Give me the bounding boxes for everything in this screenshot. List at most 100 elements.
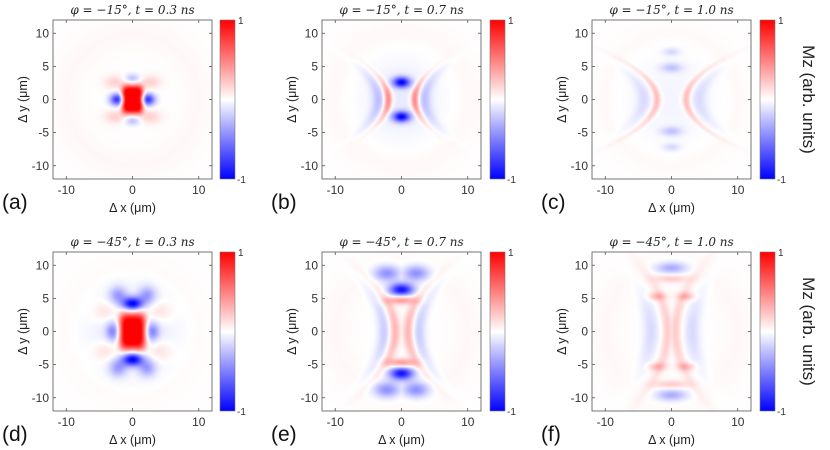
y-tick-label: 0 bbox=[311, 325, 318, 339]
colorbar bbox=[489, 19, 506, 180]
x-tick-label: 10 bbox=[731, 183, 745, 197]
x-tick-label: 0 bbox=[668, 415, 675, 429]
panel-title: φ = −15°, t = 0.3 ns bbox=[70, 3, 194, 17]
panel-title: φ = −45°, t = 1.0 ns bbox=[609, 235, 733, 249]
y-tick-label: -5 bbox=[38, 358, 49, 372]
y-tick-label: -5 bbox=[307, 126, 318, 140]
panel-e: φ = −45°, t = 0.7 ns -10 0 10 -10 -5 0 5 10 Δ x (… bbox=[271, 235, 516, 447]
y-tick-label: -10 bbox=[301, 159, 319, 173]
y-tick-label: 10 bbox=[575, 258, 589, 272]
heatmap-image bbox=[592, 252, 751, 411]
y-tick-label: 10 bbox=[575, 26, 589, 40]
y-tick-label: 10 bbox=[305, 26, 319, 40]
x-axis-label: Δ x (μm) bbox=[109, 201, 156, 215]
panel-letter: (f) bbox=[541, 423, 561, 446]
heatmap-image bbox=[53, 252, 212, 411]
panel-letter: (b) bbox=[271, 191, 297, 214]
y-tick-label: 5 bbox=[581, 291, 588, 305]
y-tick-label: 10 bbox=[36, 258, 50, 272]
panel-a: φ = −15°, t = 0.3 ns -10 0 10 -10 -5 0 5 10 Δ x (… bbox=[2, 3, 246, 215]
colorbar-min-label: -1 bbox=[777, 407, 786, 418]
colorbar-label: Mz (arb. units) bbox=[799, 277, 818, 386]
x-tick-label: -10 bbox=[597, 183, 615, 197]
y-tick-label: -5 bbox=[577, 126, 588, 140]
y-axis-label: Δ y (μm) bbox=[285, 76, 299, 123]
y-tick-label: 5 bbox=[42, 59, 49, 73]
x-tick-label: 0 bbox=[398, 415, 405, 429]
colorbar bbox=[759, 251, 776, 412]
x-axis-label: Δ x (μm) bbox=[648, 201, 695, 215]
x-tick-label: 10 bbox=[461, 183, 475, 197]
x-axis-label: Δ x (μm) bbox=[378, 433, 425, 447]
y-tick-label: -10 bbox=[301, 391, 319, 405]
y-tick-label: 0 bbox=[42, 325, 49, 339]
panel-title: φ = −15°, t = 0.7 ns bbox=[339, 3, 463, 17]
panel-title: φ = −15°, t = 1.0 ns bbox=[609, 3, 733, 17]
colorbar bbox=[219, 251, 236, 412]
y-tick-label: 5 bbox=[311, 59, 318, 73]
y-tick-label: -5 bbox=[307, 358, 318, 372]
y-tick-label: 0 bbox=[581, 93, 588, 107]
x-tick-label: 0 bbox=[129, 183, 136, 197]
heatmap-image bbox=[322, 20, 481, 179]
heatmap-image bbox=[53, 20, 212, 179]
x-tick-label: 10 bbox=[461, 415, 475, 429]
y-axis-label: Δ y (μm) bbox=[555, 76, 569, 123]
heatmap-image bbox=[322, 252, 481, 411]
panel-f: φ = −45°, t = 1.0 ns -10 0 10 -10 -5 0 5 10 Δ x (… bbox=[541, 235, 818, 447]
colorbar-max-label: 1 bbox=[508, 248, 514, 259]
colorbar-min-label: -1 bbox=[507, 175, 516, 186]
y-axis-label: Δ y (μm) bbox=[16, 76, 30, 123]
y-tick-label: 10 bbox=[305, 258, 319, 272]
x-axis-label: Δ x (μm) bbox=[648, 433, 695, 447]
panel-letter: (e) bbox=[271, 423, 297, 446]
y-tick-label: 5 bbox=[581, 59, 588, 73]
panel-d: φ = −45°, t = 0.3 ns -10 0 10 -10 -5 0 5 10 Δ x (… bbox=[2, 235, 246, 447]
x-tick-label: 0 bbox=[129, 415, 136, 429]
y-tick-label: 5 bbox=[311, 291, 318, 305]
y-tick-label: 5 bbox=[42, 291, 49, 305]
x-tick-label: 10 bbox=[192, 183, 206, 197]
x-tick-label: -10 bbox=[327, 415, 345, 429]
x-tick-label: 0 bbox=[668, 183, 675, 197]
y-axis-label: Δ y (μm) bbox=[285, 308, 299, 355]
panel-title: φ = −45°, t = 0.3 ns bbox=[70, 235, 194, 249]
colorbar bbox=[759, 19, 776, 180]
panel-c: φ = −15°, t = 1.0 ns -10 0 10 -10 -5 0 5 10 Δ x (… bbox=[541, 3, 818, 215]
panel-letter: (a) bbox=[2, 191, 28, 214]
colorbar-min-label: -1 bbox=[507, 407, 516, 418]
x-tick-label: 10 bbox=[192, 415, 206, 429]
x-axis-label: Δ x (μm) bbox=[109, 433, 156, 447]
x-tick-label: -10 bbox=[58, 183, 76, 197]
y-tick-label: 10 bbox=[36, 26, 50, 40]
y-tick-label: -10 bbox=[571, 159, 589, 173]
y-axis-label: Δ y (μm) bbox=[16, 308, 30, 355]
colorbar-min-label: -1 bbox=[237, 407, 246, 418]
colorbar-max-label: 1 bbox=[238, 16, 244, 27]
y-tick-label: 0 bbox=[42, 93, 49, 107]
colorbar-max-label: 1 bbox=[238, 248, 244, 259]
x-tick-label: -10 bbox=[327, 183, 345, 197]
x-tick-label: 0 bbox=[398, 183, 405, 197]
heatmap-image bbox=[592, 20, 751, 179]
colorbar-max-label: 1 bbox=[778, 16, 784, 27]
colorbar-max-label: 1 bbox=[778, 248, 784, 259]
x-tick-label: -10 bbox=[597, 415, 615, 429]
x-tick-label: 10 bbox=[731, 415, 745, 429]
y-tick-label: -10 bbox=[32, 159, 50, 173]
panel-b: φ = −15°, t = 0.7 ns -10 0 10 -10 -5 0 5 10 Δ y (… bbox=[271, 3, 516, 214]
colorbar bbox=[489, 251, 506, 412]
colorbar-min-label: -1 bbox=[237, 175, 246, 186]
panel-letter: (d) bbox=[2, 423, 28, 446]
colorbar bbox=[219, 19, 236, 180]
y-tick-label: 0 bbox=[311, 93, 318, 107]
y-tick-label: -5 bbox=[577, 358, 588, 372]
colorbar-min-label: -1 bbox=[777, 175, 786, 186]
y-tick-label: -10 bbox=[32, 391, 50, 405]
y-tick-label: -10 bbox=[571, 391, 589, 405]
colorbar-label: Mz (arb. units) bbox=[799, 45, 818, 154]
panel-title: φ = −45°, t = 0.7 ns bbox=[339, 235, 463, 249]
y-tick-label: -5 bbox=[38, 126, 49, 140]
x-tick-label: -10 bbox=[58, 415, 76, 429]
